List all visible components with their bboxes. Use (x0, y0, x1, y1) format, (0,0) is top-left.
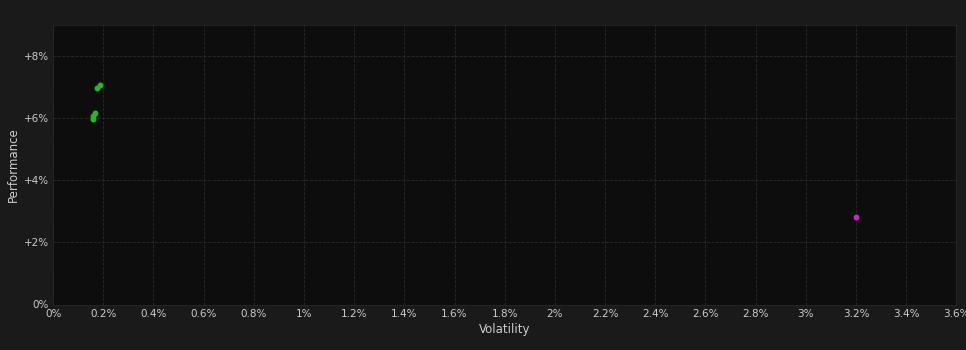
Point (89, 85, 104, 91)
Point (848, 215, 864, 220)
Point (87, 110, 102, 116)
Y-axis label: Performance: Performance (7, 127, 19, 202)
Point (92, 82, 107, 88)
Point (85, 117, 100, 122)
Point (86, 113, 101, 119)
X-axis label: Volatility: Volatility (479, 323, 530, 336)
